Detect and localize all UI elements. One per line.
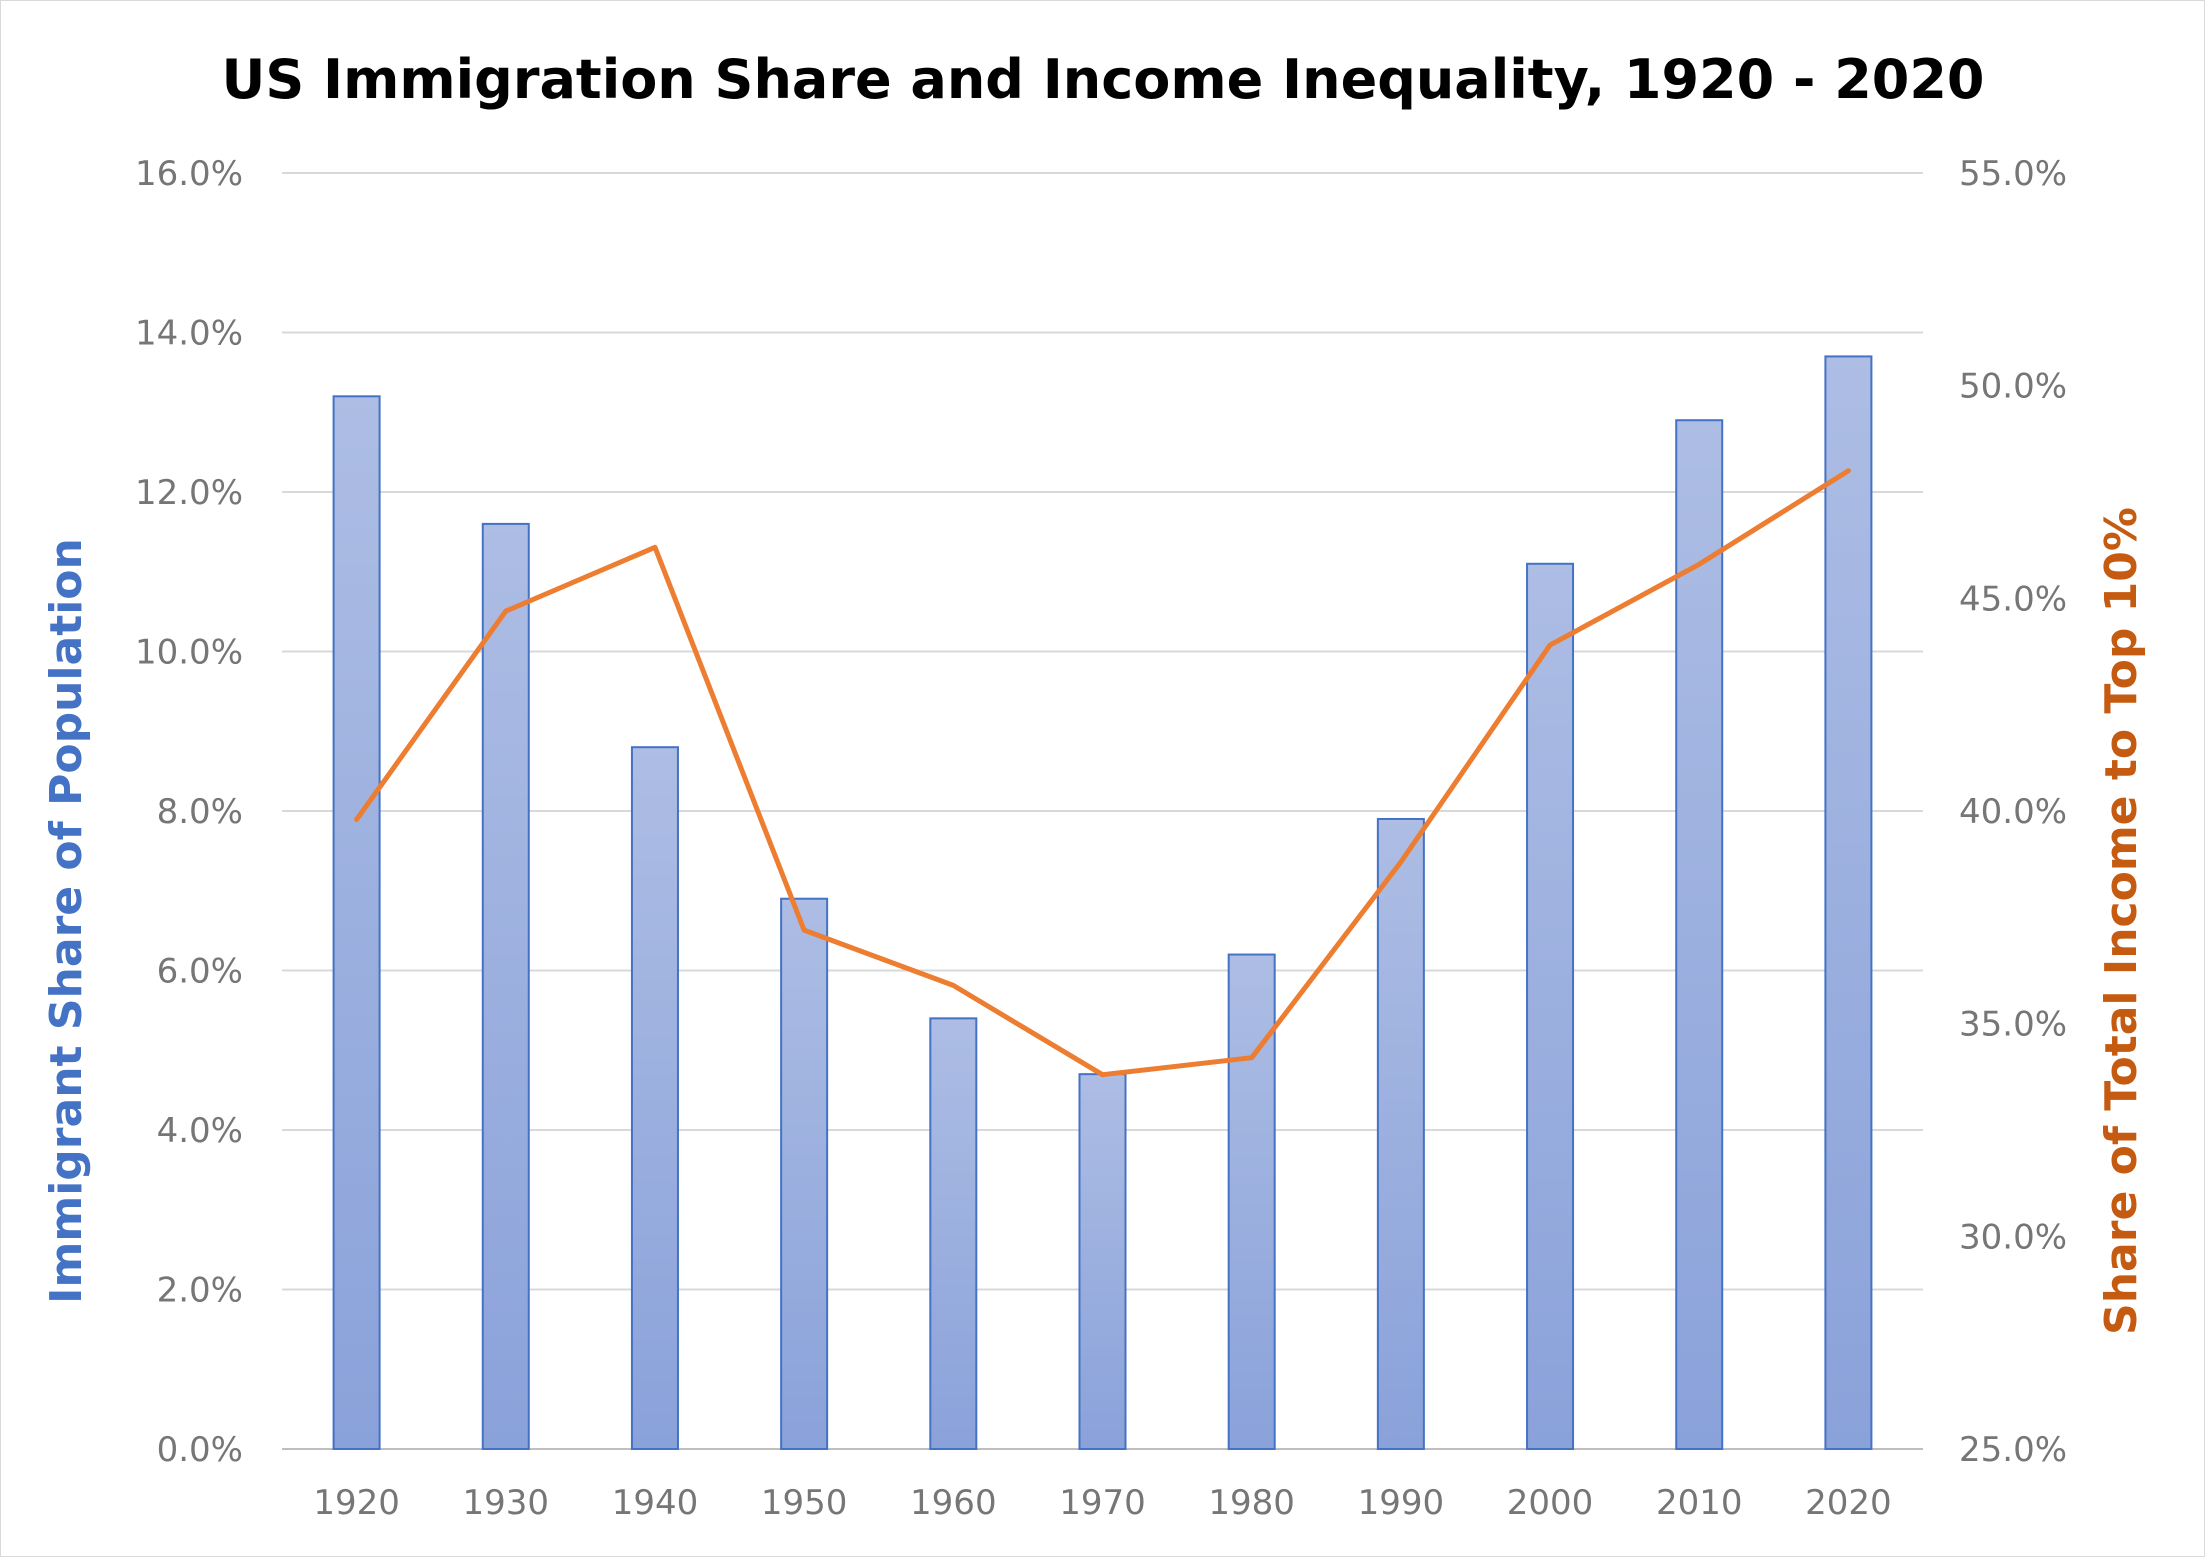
left-tick-label: 10.0% <box>135 633 243 673</box>
chart-title: US Immigration Share and Income Inequali… <box>221 48 1984 111</box>
right-axis-ticks: 25.0% 30.0% 35.0% 40.0% 45.0% 50.0% 55.0% <box>1959 154 2067 1470</box>
right-tick-label: 30.0% <box>1959 1217 2067 1257</box>
bar <box>483 524 529 1449</box>
bar <box>632 747 678 1449</box>
left-tick-label: 16.0% <box>135 154 243 194</box>
bar <box>930 1018 976 1449</box>
bar <box>781 899 827 1449</box>
right-axis-title: Share of Total Income to Top 10% <box>2096 507 2147 1335</box>
x-tick-label: 1990 <box>1358 1483 1445 1523</box>
x-tick-label: 1980 <box>1208 1483 1295 1523</box>
left-tick-label: 0.0% <box>157 1430 243 1470</box>
left-axis-title: Immigrant Share of Population <box>41 538 92 1304</box>
x-tick-label: 1960 <box>910 1483 997 1523</box>
bar <box>1229 955 1275 1449</box>
x-tick-label: 2000 <box>1507 1483 1594 1523</box>
x-tick-label: 1950 <box>761 1483 848 1523</box>
line-series <box>356 471 1848 1075</box>
bar <box>1527 564 1573 1449</box>
income-line <box>357 471 1849 1075</box>
right-tick-label: 55.0% <box>1959 154 2067 194</box>
right-tick-label: 50.0% <box>1959 367 2067 407</box>
x-tick-label: 1970 <box>1059 1483 1146 1523</box>
right-tick-label: 25.0% <box>1959 1430 2067 1470</box>
x-tick-label: 1930 <box>463 1483 550 1523</box>
right-tick-label: 35.0% <box>1959 1005 2067 1045</box>
left-tick-label: 6.0% <box>157 952 243 992</box>
bar-series <box>334 356 1872 1449</box>
left-axis-ticks: 0.0% 2.0% 4.0% 6.0% 8.0% 10.0% 12.0% 14.0% 16.0% <box>135 154 243 1470</box>
left-tick-label: 4.0% <box>157 1111 243 1151</box>
x-tick-label: 2010 <box>1656 1483 1743 1523</box>
x-tick-label: 1940 <box>612 1483 699 1523</box>
x-axis-ticks: 1920 1930 1940 1950 1960 1970 1980 1990 2000 2010… <box>313 1483 1891 1523</box>
right-tick-label: 40.0% <box>1959 792 2067 832</box>
bar <box>1825 356 1871 1449</box>
x-tick-label: 2020 <box>1805 1483 1892 1523</box>
left-tick-label: 2.0% <box>157 1271 243 1311</box>
left-tick-label: 14.0% <box>135 314 243 354</box>
left-tick-label: 8.0% <box>157 792 243 832</box>
bar <box>1080 1074 1126 1449</box>
x-tick-label: 1920 <box>313 1483 400 1523</box>
bar <box>334 396 380 1449</box>
bar <box>1378 819 1424 1449</box>
left-tick-label: 12.0% <box>135 473 243 513</box>
right-tick-label: 45.0% <box>1959 579 2067 619</box>
